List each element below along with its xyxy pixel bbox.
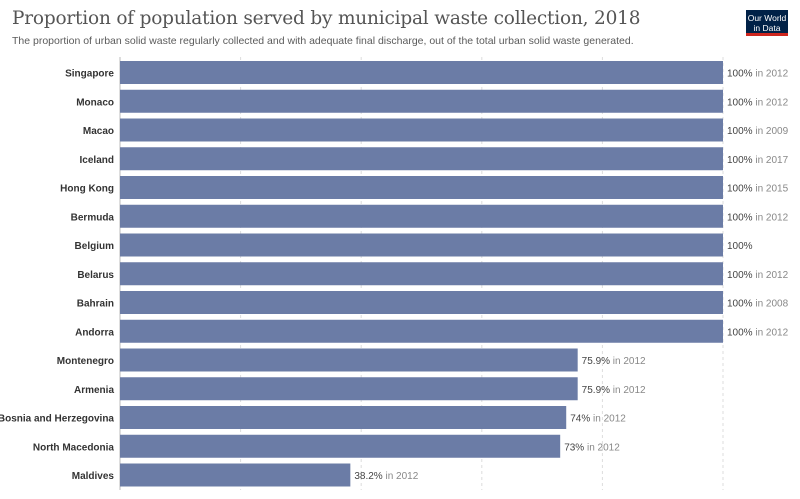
value-label: 100% in 2012 [727, 270, 789, 281]
value-year: in 2017 [753, 155, 789, 166]
bar [120, 463, 351, 487]
bar [120, 262, 723, 286]
bar [120, 348, 578, 372]
category-label: Andorra [75, 327, 114, 338]
value-year: in 2012 [610, 385, 646, 396]
value-label: 100% in 2015 [727, 184, 789, 195]
bar [120, 434, 561, 458]
bar [120, 406, 567, 429]
bar [120, 233, 723, 257]
chart-subtitle: The proportion of urban solid waste regu… [12, 35, 634, 47]
value-number: 100% [727, 97, 753, 108]
category-label: Bosnia and Herzegovina [0, 414, 114, 425]
value-number: 73% [564, 442, 584, 453]
value-year: in 2012 [753, 270, 789, 281]
value-number: 100% [727, 184, 753, 195]
category-label: Belarus [77, 270, 114, 281]
value-year: in 2012 [753, 69, 789, 80]
value-number: 100% [727, 69, 753, 80]
value-year: in 2015 [753, 184, 789, 195]
value-label: 100% in 2012 [727, 327, 789, 338]
value-number: 100% [727, 212, 753, 223]
value-number: 100% [727, 155, 753, 166]
value-year: in 2012 [590, 414, 626, 425]
logo-accent-bar [746, 33, 788, 36]
value-label: 100% in 2017 [727, 155, 789, 166]
category-label: Belgium [75, 241, 115, 252]
value-label: 74% in 2012 [570, 414, 626, 425]
value-year: in 2012 [610, 356, 646, 367]
value-year: in 2008 [753, 299, 789, 310]
category-label: Singapore [65, 69, 114, 80]
bar [120, 204, 723, 228]
value-label: 100% in 2012 [727, 212, 789, 223]
value-label: 100% [727, 241, 753, 252]
bar [120, 377, 578, 401]
bar [120, 147, 723, 171]
category-label: Armenia [74, 385, 114, 396]
value-year: in 2012 [383, 471, 419, 482]
chart-title: Proportion of population served by munic… [12, 8, 641, 29]
category-label: North Macedonia [33, 442, 115, 453]
value-label: 100% in 2008 [727, 299, 789, 310]
bar [120, 89, 723, 113]
value-number: 75.9% [582, 356, 610, 367]
category-label: Iceland [80, 155, 114, 166]
category-label: Bahrain [77, 299, 114, 310]
category-label: Monaco [76, 97, 114, 108]
bar [120, 118, 723, 142]
value-label: 100% in 2012 [727, 69, 789, 80]
value-number: 100% [727, 327, 753, 338]
bar [120, 291, 723, 314]
bar [120, 319, 723, 343]
value-number: 100% [727, 241, 753, 252]
value-number: 38.2% [354, 471, 382, 482]
value-number: 100% [727, 270, 753, 281]
value-year: in 2009 [753, 126, 789, 137]
value-year: in 2012 [584, 442, 620, 453]
value-number: 75.9% [582, 385, 610, 396]
value-label: 38.2% in 2012 [354, 471, 418, 482]
value-number: 74% [570, 414, 590, 425]
value-label: 100% in 2009 [727, 126, 789, 137]
category-label: Montenegro [57, 356, 114, 367]
logo-text-line1: Our World [747, 13, 787, 23]
category-label: Hong Kong [60, 184, 114, 195]
category-label: Macao [83, 126, 114, 137]
category-label: Bermuda [71, 212, 115, 223]
bar [120, 176, 723, 199]
value-year: in 2012 [753, 97, 789, 108]
value-label: 73% in 2012 [564, 442, 620, 453]
owid-logo[interactable]: Our World in Data [746, 10, 788, 36]
value-number: 100% [727, 126, 753, 137]
value-label: 100% in 2012 [727, 97, 789, 108]
value-year: in 2012 [753, 327, 789, 338]
value-label: 75.9% in 2012 [582, 356, 646, 367]
value-year: in 2012 [753, 212, 789, 223]
value-label: 75.9% in 2012 [582, 385, 646, 396]
bar [120, 61, 723, 84]
value-number: 100% [727, 299, 753, 310]
logo-text-line2: in Data [753, 23, 781, 33]
category-label: Maldives [72, 471, 115, 482]
